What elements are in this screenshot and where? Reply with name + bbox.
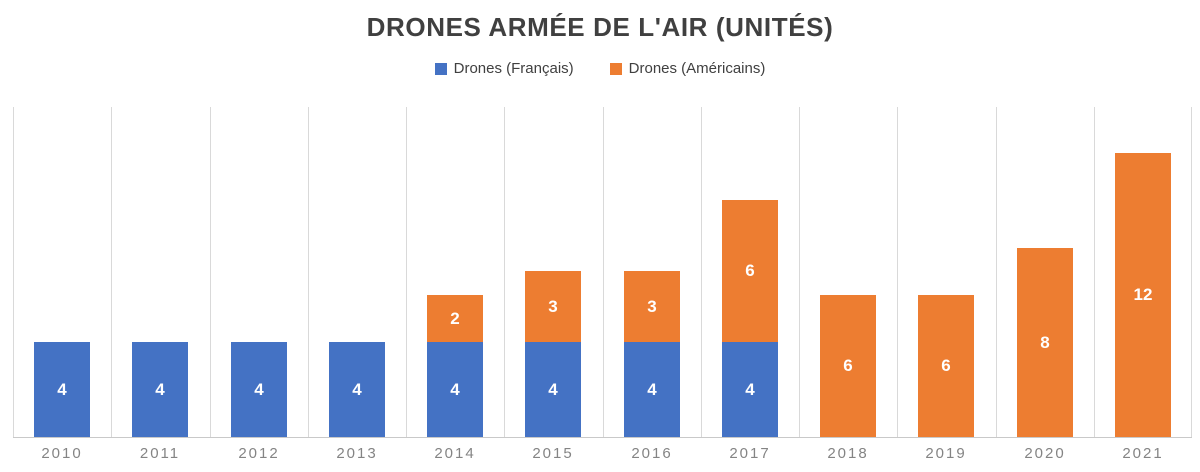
x-axis-label-2021: 2021: [1122, 445, 1164, 462]
x-axis-label-2017: 2017: [729, 445, 771, 462]
x-axis: 2010 2011 2012 2013 2014 2015 2016 2017 2018 2019…: [13, 445, 1192, 467]
bar-segment-2012-francais: 4: [231, 342, 287, 437]
x-axis-label-2018: 2018: [827, 445, 869, 462]
bar-value-label: 6: [843, 356, 853, 375]
gridline-vertical: [897, 107, 898, 437]
legend-swatch-icon: [434, 62, 447, 75]
bar-value-label: 4: [647, 379, 657, 399]
bar-segment-2016-francais: 4: [624, 342, 680, 437]
gridline-vertical: [504, 107, 505, 437]
gridline-vertical: [210, 107, 211, 437]
bar-value-label: 6: [941, 356, 951, 375]
bar-segment-2019-americains: 6: [918, 295, 974, 437]
bar-segment-2014-americains: 2: [427, 295, 483, 342]
bar-segment-2013-francais: 4: [329, 342, 385, 437]
gridline-vertical: [308, 107, 309, 437]
bar-segment-2011-francais: 4: [132, 342, 188, 437]
legend-item-francais: Drones (Français): [434, 60, 574, 77]
legend-swatch-icon: [609, 62, 622, 75]
bar-segment-2014-francais: 4: [427, 342, 483, 437]
bar-segment-2015-americains: 3: [525, 271, 581, 342]
gridline-vertical: [406, 107, 407, 437]
bar-segment-2015-francais: 4: [525, 342, 581, 437]
x-axis-label-2011: 2011: [139, 445, 181, 462]
bar-segment-2018-americains: 6: [820, 295, 876, 437]
bar-value-label: 4: [57, 379, 67, 399]
x-axis-label-2013: 2013: [336, 445, 378, 462]
gridline-vertical: [701, 107, 702, 437]
gridline-vertical: [799, 107, 800, 437]
bar-segment-2017-francais: 4: [722, 342, 778, 437]
legend-label: Drones (Américains): [628, 60, 766, 77]
plot-area: 4 4 4 4 4 2 4 3 4 3 4 6 6 6 8 12: [13, 107, 1192, 438]
gridline-vertical: [1094, 107, 1095, 437]
gridline-vertical: [996, 107, 997, 437]
bar-segment-2017-americains: 6: [722, 200, 778, 342]
bar-value-label: 6: [745, 261, 755, 280]
bar-value-label: 3: [548, 296, 558, 316]
bar-segment-2010-francais: 4: [34, 342, 90, 437]
legend-label: Drones (Français): [453, 60, 574, 77]
bar-value-label: 4: [155, 379, 165, 399]
legend-item-americains: Drones (Américains): [609, 60, 766, 77]
bar-value-label: 8: [1040, 332, 1050, 352]
x-axis-label-2014: 2014: [434, 445, 476, 462]
bar-value-label: 2: [450, 308, 460, 328]
chart-title: DRONES ARMÉE DE L'AIR (UNITÉS): [366, 12, 834, 42]
bar-value-label: 3: [647, 296, 657, 316]
gridline-vertical: [13, 107, 14, 437]
gridline-vertical: [111, 107, 112, 437]
x-axis-label-2019: 2019: [925, 445, 967, 462]
bar-value-label: 4: [352, 379, 362, 399]
x-axis-label-2016: 2016: [631, 445, 673, 462]
bar-value-label: 4: [745, 379, 755, 399]
bar-value-label: 4: [254, 379, 264, 399]
gridline-vertical: [1191, 107, 1192, 437]
bar-value-label: 4: [548, 379, 558, 399]
x-axis-label-2010: 2010: [41, 445, 83, 462]
x-axis-label-2015: 2015: [532, 445, 574, 462]
x-axis-label-2020: 2020: [1024, 445, 1066, 462]
bar-segment-2021-americains: 12: [1115, 153, 1171, 437]
bar-segment-2016-americains: 3: [624, 271, 680, 342]
bar-segment-2020-americains: 8: [1017, 248, 1073, 437]
bar-value-label: 4: [450, 379, 460, 399]
x-axis-label-2012: 2012: [238, 445, 280, 462]
gridline-vertical: [603, 107, 604, 437]
legend: Drones (Français) Drones (Américains): [0, 60, 1200, 77]
bar-value-label: 12: [1133, 285, 1153, 304]
